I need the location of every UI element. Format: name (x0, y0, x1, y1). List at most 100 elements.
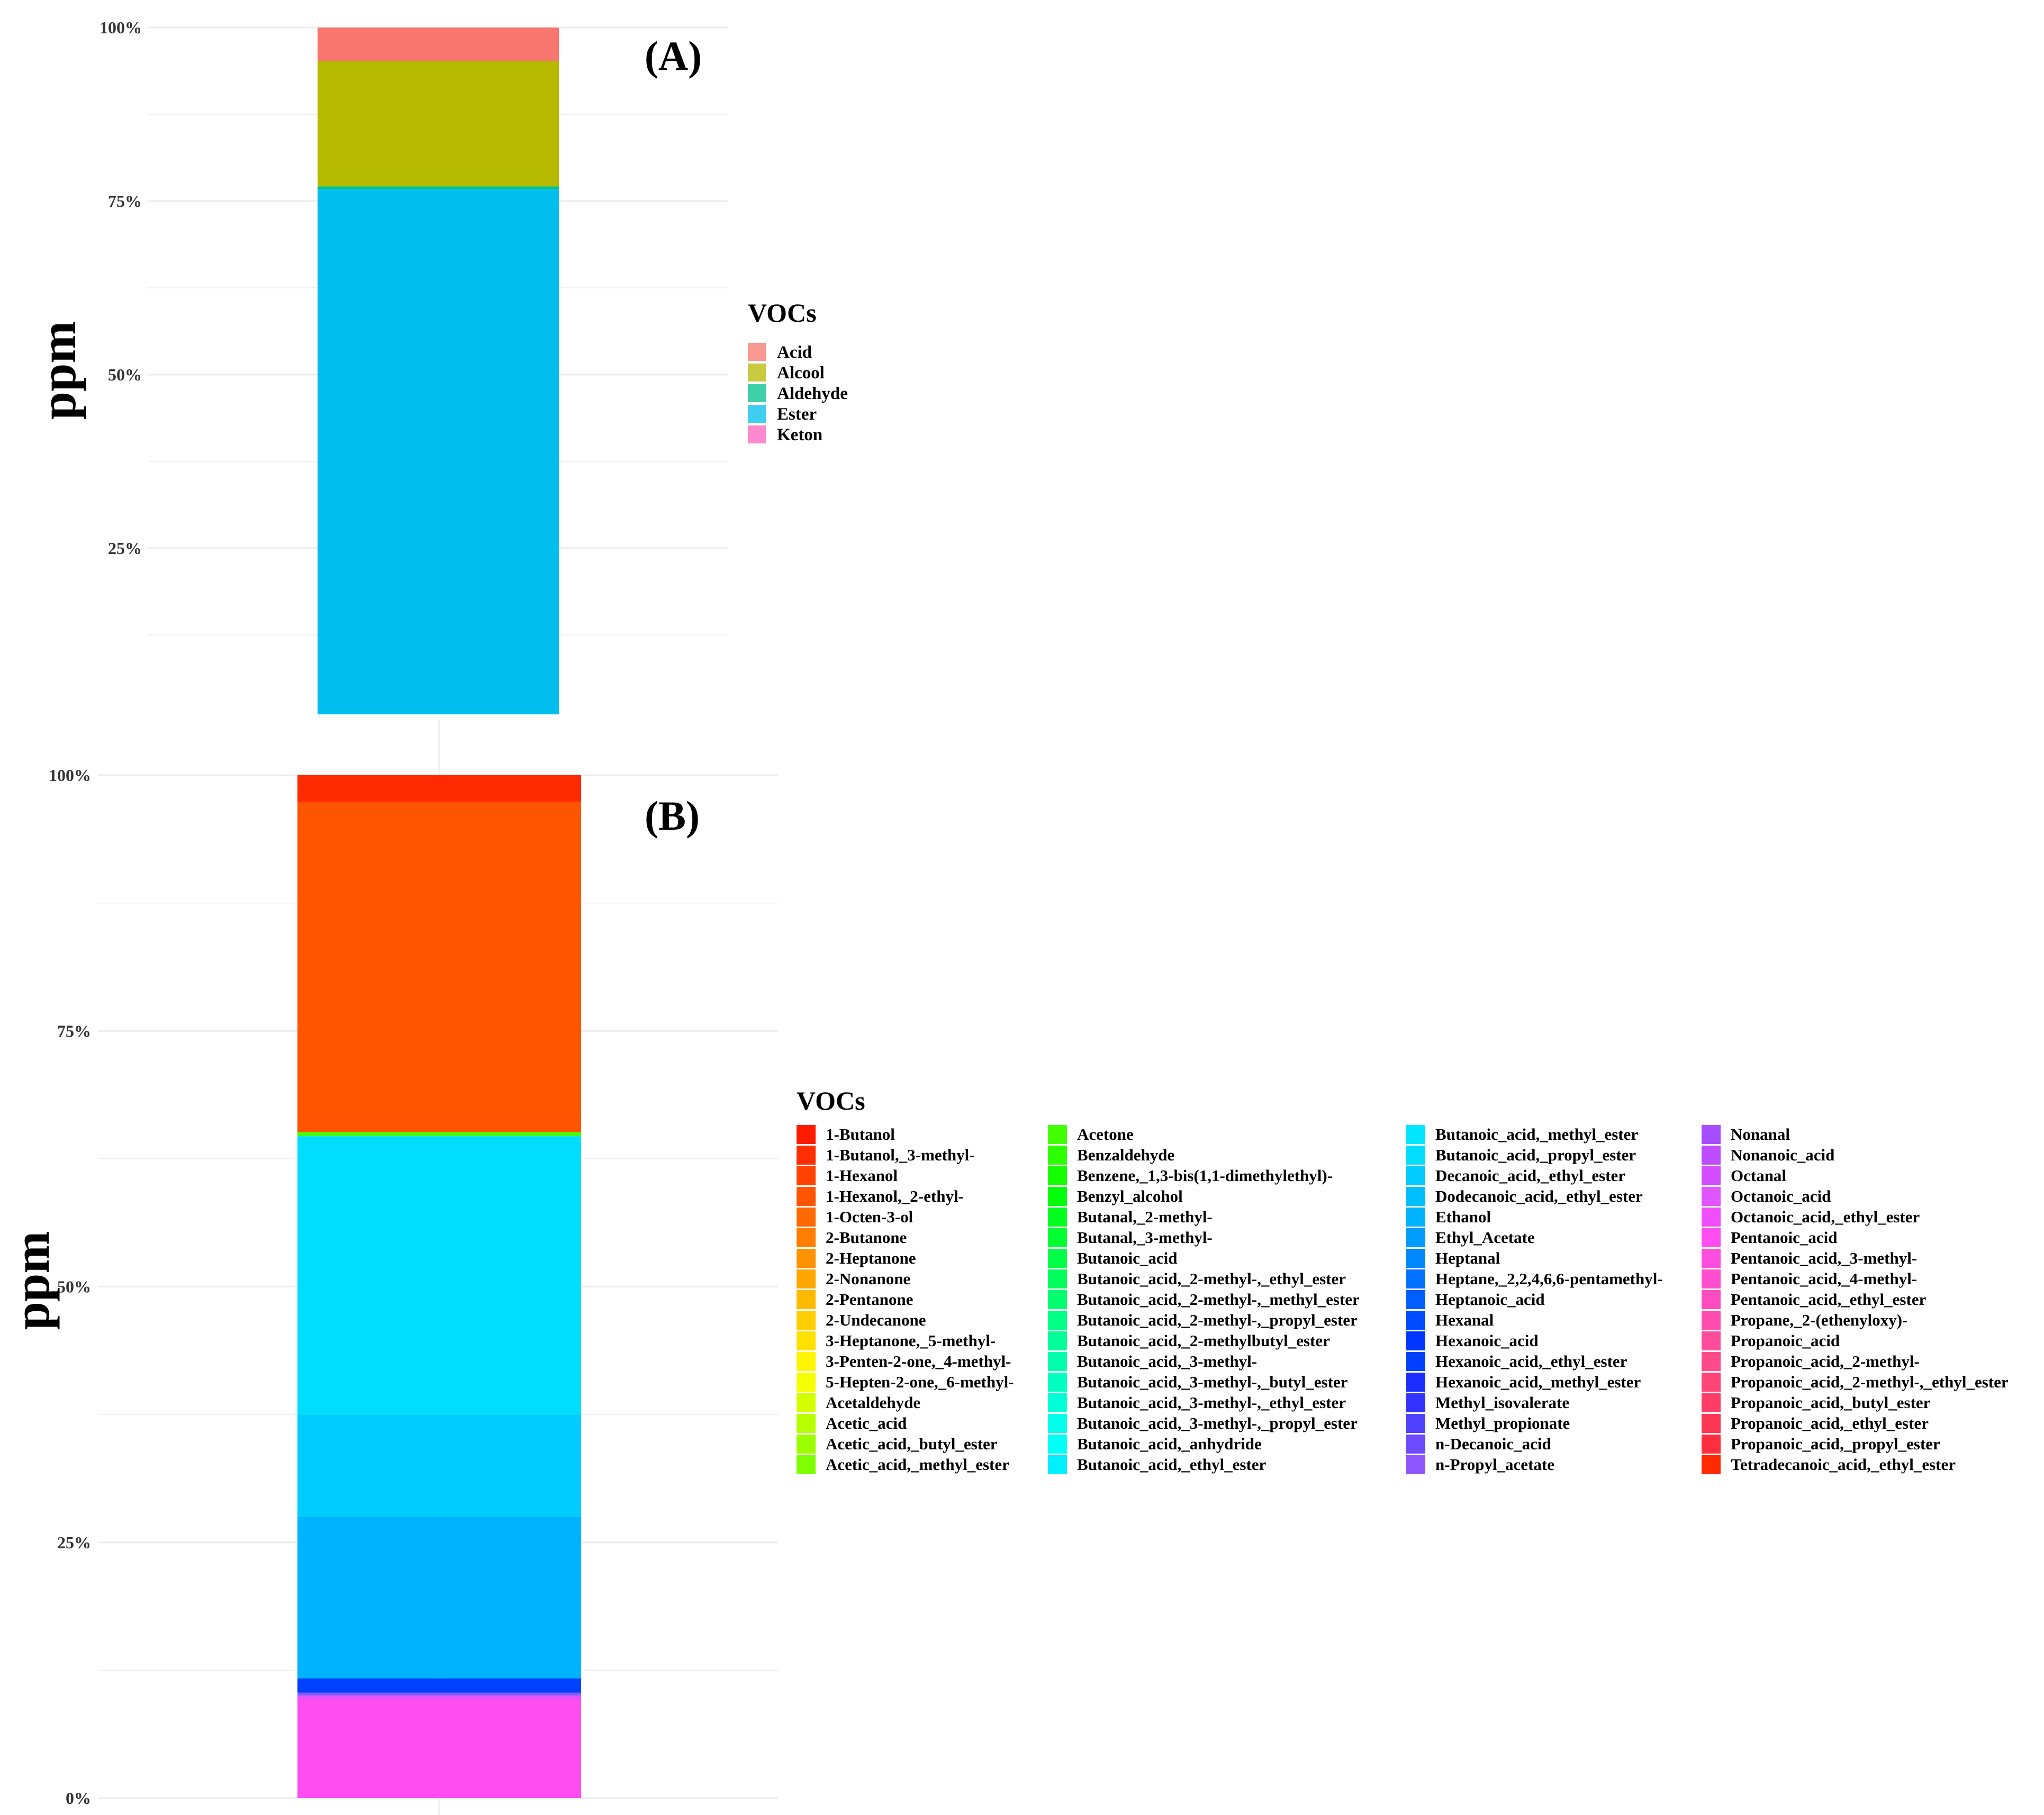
panel-b-legend-label: Hexanoic_acid,_methyl_ester (1435, 1373, 1641, 1391)
panel-b-legend-key (1702, 1290, 1721, 1309)
panel-b-legend-key (1702, 1435, 1721, 1454)
panel-b-legend-key (1406, 1228, 1425, 1247)
panel-b-legend-label: 2-Undecanone (826, 1311, 926, 1329)
panel-b-legend-key (1406, 1435, 1425, 1454)
panel-a-bar-segment-aldehyde (318, 186, 559, 189)
panel-b-legend-label: 1-Hexanol,_2-ethyl- (826, 1187, 964, 1205)
panel-b-bar-segment (297, 775, 581, 802)
panel-b-legend-key (1406, 1393, 1425, 1412)
panel-b-legend-key (1702, 1311, 1721, 1330)
panel-b-legend-key (1702, 1393, 1721, 1412)
panel-b-legend-key (1406, 1311, 1425, 1330)
panel-a-y-tick-label: 50% (108, 365, 142, 384)
panel-b-legend-label: Pentanoic_acid,_ethyl_ester (1731, 1290, 1927, 1309)
panel-b-legend-label: Heptanoic_acid (1435, 1290, 1545, 1309)
panel-b-legend-label: Nonanoic_acid (1731, 1146, 1834, 1164)
panel-b-legend-label: Pentanoic_acid,_4-methyl- (1731, 1269, 1917, 1288)
panel-b-legend-label: Propanoic_acid,_ethyl_ester (1731, 1414, 1929, 1432)
panel-b-legend-label: Hexanoic_acid (1435, 1331, 1539, 1350)
panel-b-legend-label: Propanoic_acid,_2-methyl-,_ethyl_ester (1731, 1373, 2009, 1391)
panel-b-bar-segment (297, 1692, 581, 1696)
panel-a-bar (318, 28, 559, 714)
panel-b-legend-key (1048, 1166, 1067, 1185)
panel-b-legend-label: Butanoic_acid,_3-methyl- (1077, 1352, 1257, 1371)
panel-b-legend-label: Hexanoic_acid,_ethyl_ester (1435, 1352, 1627, 1371)
panel-b-legend-label: Propanoic_acid,_propyl_ester (1731, 1435, 1940, 1453)
panel-b-legend-key (1406, 1249, 1425, 1268)
panel-b-legend-key (797, 1166, 816, 1185)
panel-b-legend-key (1048, 1146, 1067, 1165)
panel-b-bar-segment (297, 1414, 581, 1517)
panel-b-legend-key (1702, 1187, 1721, 1206)
panel-b-label: (B) (645, 793, 700, 839)
panel-b-legend-label: Acetone (1077, 1125, 1134, 1144)
panel-a-legend-label: Keton (777, 425, 822, 444)
panel-b-legend-label: Butanoic_acid,_2-methyl-,_ethyl_ester (1077, 1269, 1346, 1288)
panel-b-legend-key (1048, 1187, 1067, 1206)
panel-a-y-tick-label: 100% (100, 18, 142, 37)
panel-b-legend-key (1702, 1414, 1721, 1433)
panel-b-legend-key (1048, 1393, 1067, 1412)
panel-b-legend-key (1406, 1187, 1425, 1206)
panel-b-legend-key (797, 1414, 816, 1433)
panel-b-legend-label: 3-Penten-2-one,_4-methyl- (826, 1352, 1011, 1371)
panel-b-legend-key (1702, 1331, 1721, 1350)
panel-b-y-tick-label: 25% (57, 1533, 91, 1552)
panel-b-legend-label: Butanoic_acid,_3-methyl-,_ethyl_ester (1077, 1393, 1346, 1412)
panel-b-legend-key (1702, 1373, 1721, 1392)
panel-b-legend-label: Methyl_propionate (1435, 1414, 1570, 1432)
panel-b-legend-key (1702, 1166, 1721, 1185)
panel-b-legend-label: Butanoic_acid,_methyl_ester (1435, 1125, 1638, 1144)
panel-b-legend-label: n-Decanoic_acid (1435, 1435, 1551, 1453)
panel-b-bar-segment (297, 802, 581, 1132)
panel-b-legend-label: 2-Nonanone (826, 1269, 910, 1288)
panel-b-legend-label: Tetradecanoic_acid,_ethyl_ester (1731, 1455, 1956, 1474)
panel-b-legend-label: Benzaldehyde (1077, 1146, 1174, 1164)
panel-b-legend-key (1406, 1331, 1425, 1350)
panel-b-legend-label: Ethyl_Acetate (1435, 1228, 1535, 1247)
panel-b-legend-key (1048, 1228, 1067, 1247)
panel-b-legend-key (1406, 1414, 1425, 1433)
panel-b-legend-key (1702, 1455, 1721, 1474)
panel-a-ylabel: ppm (30, 321, 86, 420)
panel-a-y-tick-label: 75% (108, 192, 142, 211)
panel-b-legend-label: Benzyl_alcohol (1077, 1187, 1183, 1205)
panel-b-y-tick-label: 75% (57, 1021, 91, 1040)
panel-b-legend-label: Propane,_2-(ethenyloxy)- (1731, 1311, 1907, 1329)
panel-b-legend-label: Propanoic_acid,_butyl_ester (1731, 1393, 1931, 1412)
panel-a-legend-title: VOCs (748, 298, 817, 328)
panel-b-legend-key (1048, 1269, 1067, 1288)
panel-b-legend: VOCs 1-Butanol 1-Butanol,_3-methyl- 1-Hexa… (797, 1086, 2009, 1474)
panel-b-legend-key (1406, 1269, 1425, 1288)
panel-b-legend-label: Butanoic_acid,_ethyl_ester (1077, 1455, 1267, 1474)
panel-b-legend-key (797, 1125, 816, 1144)
panel-a-legend-label: Aldehyde (777, 384, 848, 403)
panel-b-ylabel: ppm (3, 1231, 60, 1330)
panel-b-legend-key (1406, 1455, 1425, 1474)
panel-b-legend-key (797, 1269, 816, 1288)
panel-a-legend-key (748, 343, 766, 361)
panel-b-bar-segment (297, 1699, 581, 1798)
panel-a-y-tick-label: 25% (108, 539, 142, 558)
panel-b-legend-key (1702, 1228, 1721, 1247)
panel-b-legend-key (797, 1208, 816, 1227)
panel-b-legend-label: Heptanal (1435, 1249, 1500, 1267)
panel-b-bar-segment (297, 1136, 581, 1415)
panel-b-y-tick-label: 0% (66, 1789, 91, 1808)
panel-b-legend-key (797, 1290, 816, 1309)
panel-b-legend-key (797, 1228, 816, 1247)
panel-b-legend-label: Octanoic_acid,_ethyl_ester (1731, 1208, 1920, 1226)
panel-b-legend-label: Acetaldehyde (826, 1393, 920, 1412)
panel-b-legend-key (1048, 1435, 1067, 1454)
panel-b-legend-label: 1-Butanol,_3-methyl- (826, 1146, 975, 1164)
panel-b-legend-key (1406, 1373, 1425, 1392)
panel-b-legend-label: Butanoic_acid,_2-methyl-,_propyl_ester (1077, 1311, 1358, 1329)
panel-b-legend-label: Octanal (1731, 1166, 1786, 1185)
panel-b-legend-key (1702, 1146, 1721, 1165)
panel-a: 25% 50% 75% 100% ppm (A) VOCs Acid AlcoolAld… (30, 18, 848, 714)
panel-b-legend-key (1048, 1290, 1067, 1309)
panel-b-legend-key (797, 1435, 816, 1454)
panel-a-bar-segment-alcool (318, 60, 559, 187)
